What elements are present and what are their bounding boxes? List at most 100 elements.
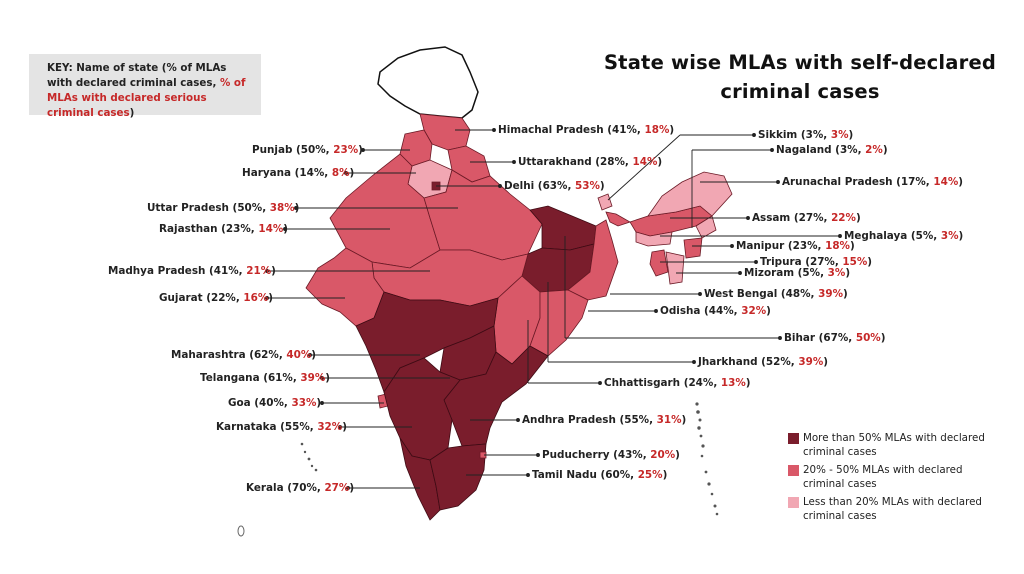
criminal-pct: 43% [617, 449, 643, 461]
state-name: Kerala ( [246, 482, 292, 494]
separator: , [250, 223, 259, 235]
legend-text-dark: More than 50% MLAs with declared crimina… [803, 432, 985, 458]
separator: , [733, 305, 742, 317]
serious-pct: 22% [831, 212, 856, 224]
separator: , [817, 240, 826, 252]
corridor [605, 211, 631, 227]
label-uttar-pradesh: Uttar Pradesh (50%, 38%) [147, 202, 299, 215]
close-paren: ) [845, 267, 851, 279]
label-goa: Goa (40%, 33%) [228, 397, 321, 410]
state-name: Karnataka ( [216, 421, 285, 433]
separator: , [309, 421, 318, 433]
state-west-bengal [567, 219, 619, 301]
serious-pct: 32% [317, 421, 343, 433]
state-name: Maharashtra ( [171, 349, 254, 361]
label-manipur: Manipur (23%, 18%) [736, 240, 855, 253]
separator: , [810, 288, 819, 300]
criminal-pct: 5% [915, 230, 934, 242]
criminal-pct: 62% [253, 349, 279, 361]
separator: , [713, 377, 721, 389]
separator: , [834, 256, 843, 268]
serious-pct: 2% [865, 144, 883, 156]
serious-pct: 31% [656, 414, 682, 426]
criminal-pct: 22% [210, 292, 236, 304]
criminal-pct: 40% [259, 397, 284, 409]
serious-pct: 39% [818, 288, 843, 300]
state-meghalaya [635, 231, 673, 247]
separator: , [235, 292, 244, 304]
state-name: Odisha ( [660, 305, 709, 317]
serious-pct: 25% [637, 469, 663, 481]
close-paren: ) [848, 129, 854, 141]
label-haryana: Haryana (14%, 8%) [242, 167, 354, 180]
state-name: Gujarat ( [159, 292, 211, 304]
close-paren: ) [294, 202, 300, 214]
separator: , [630, 469, 638, 481]
label-punjab: Punjab (50%, 23%) [252, 144, 363, 157]
leader-lines [265, 128, 842, 490]
serious-pct: 27% [324, 482, 350, 494]
separator: , [316, 482, 325, 494]
state-gujarat [305, 247, 385, 327]
close-paren: ) [311, 349, 317, 361]
state-sikkim [597, 193, 613, 211]
criminal-pct: 61% [267, 372, 293, 384]
label-arunachal-pradesh: Arunachal Pradesh (17%, 14%) [782, 176, 963, 189]
close-paren: ) [349, 167, 355, 179]
separator: , [324, 167, 332, 179]
separator: , [238, 265, 247, 277]
state-name: Punjab ( [252, 144, 301, 156]
label-andhra-pradesh: Andhra Pradesh (55%, 31%) [522, 414, 686, 427]
serious-pct: 53% [575, 180, 600, 192]
close-paren: ) [342, 421, 347, 433]
criminal-pct: 63% [542, 180, 568, 192]
close-paren: ) [325, 372, 331, 384]
criminal-pct: 44% [708, 305, 734, 317]
state-nagaland [695, 215, 717, 239]
label-madhya-pradesh: Madhya Pradesh (41%, 21%) [108, 265, 276, 278]
close-paren: ) [867, 256, 873, 268]
chart-title: State wise MLAs with self-declared crimi… [603, 51, 997, 103]
criminal-pct: 28% [600, 156, 625, 168]
legend-item-dark: More than 50% MLAs with declared crimina… [788, 431, 988, 461]
label-delhi: Delhi (63%, 53%) [504, 180, 605, 193]
close-paren: ) [681, 414, 687, 426]
state-name: Delhi ( [504, 180, 543, 192]
serious-pct: 14% [632, 156, 658, 168]
close-paren: ) [849, 240, 855, 252]
state-name: Tamil Nadu ( [532, 469, 606, 481]
state-tripura [649, 249, 669, 277]
separator: , [292, 372, 301, 384]
serious-pct: 3% [940, 230, 959, 242]
close-paren: ) [316, 397, 322, 409]
criminal-pct: 55% [624, 414, 650, 426]
separator: , [857, 144, 866, 156]
label-assam: Assam (27%, 22%) [752, 212, 861, 225]
state-name: Meghalaya ( [844, 230, 916, 242]
label-mizoram: Mizoram (5%, 3%) [744, 267, 850, 280]
legend-item-light: Less than 20% MLAs with declared crimina… [788, 495, 988, 525]
label-kerala: Kerala (70%, 27%) [246, 482, 354, 495]
criminal-pct: 5% [802, 267, 821, 279]
separator: , [848, 332, 856, 344]
criminal-pct: 60% [605, 469, 631, 481]
separator: , [649, 414, 657, 426]
criminal-pct: 27% [809, 256, 835, 268]
label-tamil-nadu: Tamil Nadu (60%, 25%) [532, 469, 667, 482]
label-west-bengal: West Bengal (48%, 39%) [704, 288, 848, 301]
label-puducherry: Puducherry (43%, 20%) [542, 449, 680, 462]
close-paren: ) [599, 180, 605, 192]
close-paren: ) [745, 377, 751, 389]
criminal-pct: 3% [805, 129, 824, 141]
state-name: Puducherry ( [542, 449, 618, 461]
separator: , [624, 156, 633, 168]
separator: , [283, 397, 292, 409]
serious-pct: 39% [300, 372, 326, 384]
close-paren: ) [349, 482, 355, 494]
criminal-pct: 3% [839, 144, 858, 156]
close-paren: ) [766, 305, 771, 317]
serious-pct: 16% [243, 292, 269, 304]
serious-pct: 3% [830, 129, 849, 141]
separator: , [790, 356, 799, 368]
